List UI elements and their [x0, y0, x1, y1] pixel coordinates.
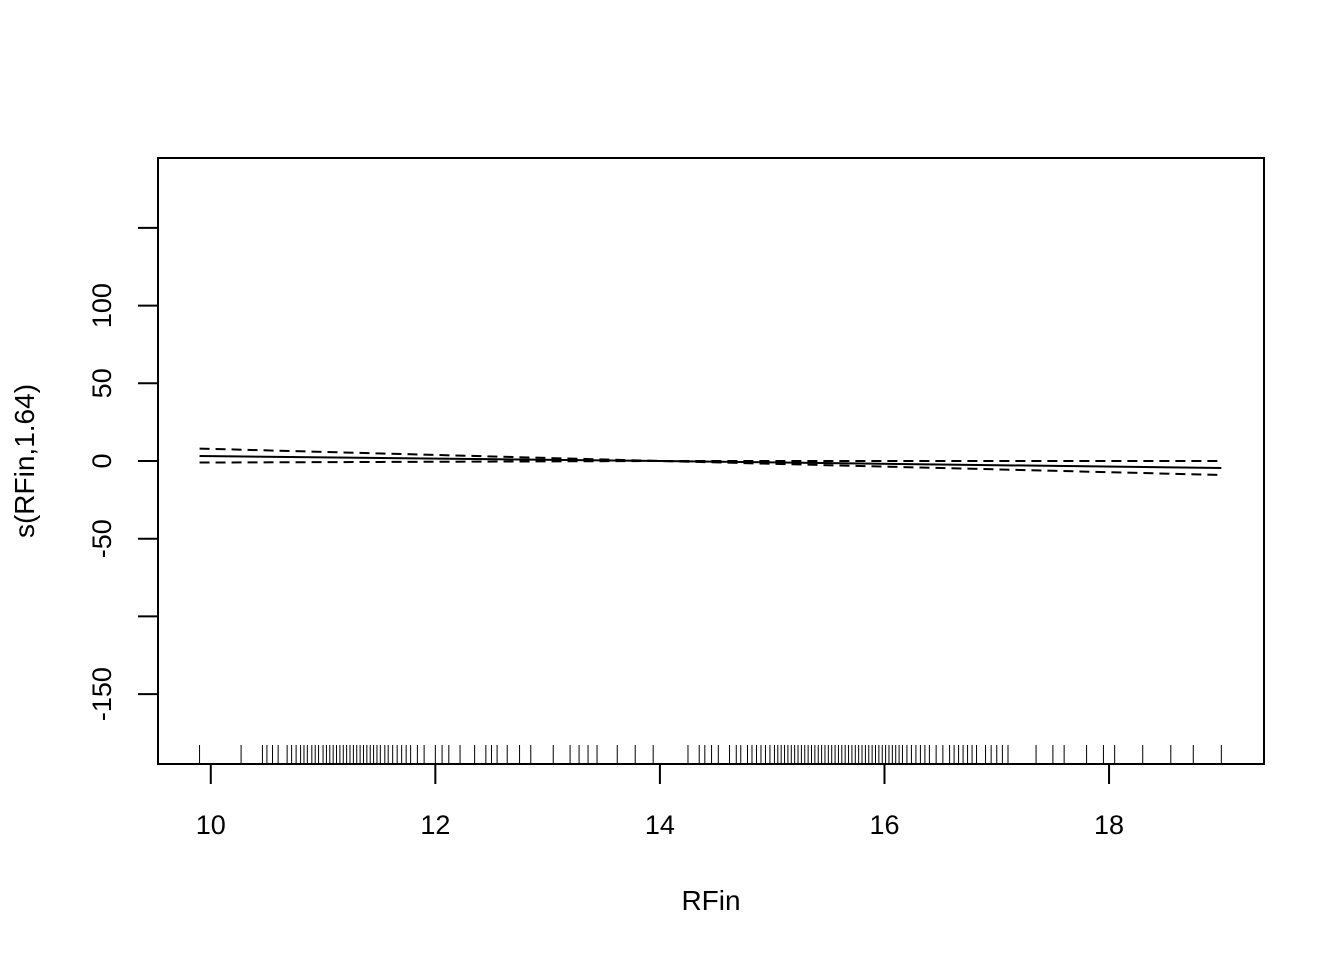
- x-tick-label: 16: [869, 810, 899, 840]
- x-tick-label: 12: [420, 810, 450, 840]
- y-axis: -150 -50 0 50 100: [87, 226, 159, 721]
- y-tick-label: -50: [87, 519, 117, 558]
- plot-area: [199, 447, 1222, 476]
- y-axis-label: s(RFin,1.64): [9, 384, 40, 538]
- x-tick-label: 10: [196, 810, 226, 840]
- x-axis-label: RFin: [681, 885, 740, 916]
- rug-marks: [199, 745, 1222, 764]
- x-axis: 10 12 14 16 18: [196, 763, 1124, 840]
- y-tick-label: 100: [87, 283, 117, 328]
- x-tick-label: 18: [1094, 810, 1124, 840]
- x-tick-label: 14: [645, 810, 675, 840]
- y-tick-label: 50: [87, 368, 117, 398]
- y-tick-label: 0: [87, 453, 117, 468]
- smooth-fit-line: [199, 455, 1222, 469]
- confidence-band-line: [199, 459, 1222, 476]
- confidence-band-line: [199, 447, 1222, 462]
- y-tick-label: -150: [87, 667, 117, 721]
